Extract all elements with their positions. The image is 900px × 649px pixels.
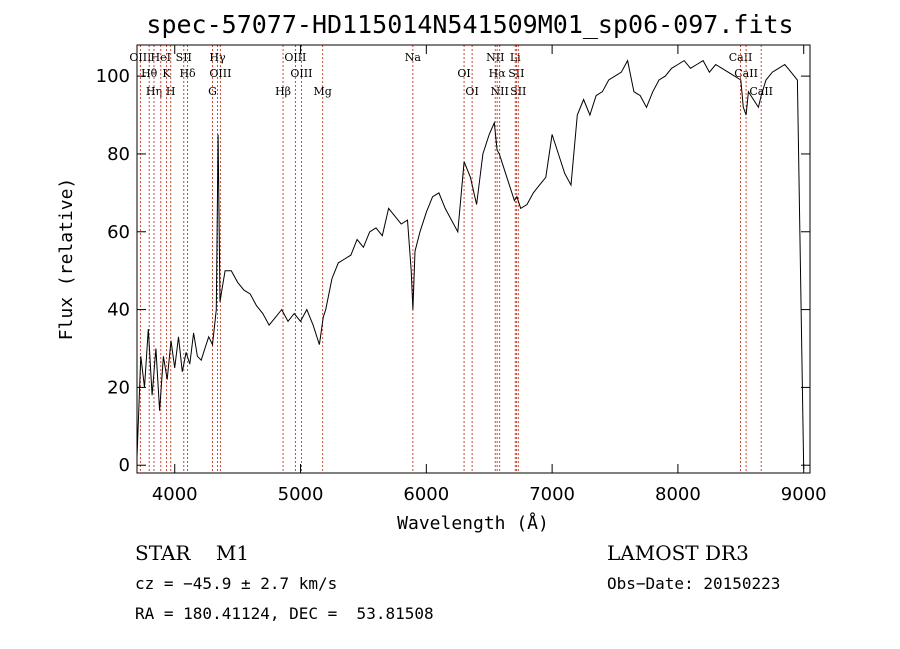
plot-frame	[136, 44, 811, 474]
spectral-line-label: CaII	[729, 51, 753, 64]
spectral-line-label: SII	[508, 67, 524, 80]
spectral-line-label: Hθ	[141, 67, 158, 80]
spectral-line-label: OI	[457, 67, 470, 80]
spectral-line-label: K	[162, 67, 171, 80]
y-tick-label: 0	[119, 455, 130, 476]
redshift-cz: cz = −45.9 ± 2.7 km/s	[135, 574, 338, 593]
spectral-line-label: Li	[510, 51, 521, 64]
spectral-line-label: OIII	[129, 51, 151, 64]
spectral-line-label: Hη	[146, 85, 162, 98]
spectral-line-label: Hδ	[179, 67, 196, 80]
spectral-line-label: Hα	[489, 67, 507, 80]
spectral-line-label: OIII	[209, 67, 231, 80]
spectral-line-label: Na	[405, 51, 422, 64]
object-subclass: M1	[215, 541, 250, 565]
y-tick-label: 40	[107, 300, 130, 321]
spectral-line-label: Mg	[314, 85, 332, 98]
object-class: STAR	[135, 541, 191, 565]
spectral-line-label: OIII	[284, 51, 306, 64]
spectral-line-label: OI	[465, 85, 478, 98]
spectral-line-label: CaII	[734, 67, 758, 80]
spectral-line-label: SII	[176, 51, 192, 64]
y-axis-label: Flux (relative)	[56, 178, 77, 341]
spectral-line-label: G	[208, 85, 217, 98]
x-tick-label: 7000	[529, 484, 575, 505]
spectral-line-label: CaII	[749, 85, 773, 98]
spectral-line-label: Hβ	[275, 85, 291, 98]
line-markers: OIIIHθHηHeIKHSIIHδGHγOIIIHβOIIIOIIIMgNaO…	[129, 45, 773, 473]
survey-name: LAMOST DR3	[607, 541, 749, 565]
spectral-line-label: NII	[486, 51, 504, 64]
spectral-line-label: OIII	[290, 67, 312, 80]
spectrum-line	[136, 59, 805, 470]
spectral-line-label: NII	[491, 85, 509, 98]
y-tick-label: 100	[96, 66, 130, 87]
axis-ticks: 4000 5000 6000 7000 8000 9000 0 20 40 60 80 100	[96, 45, 827, 505]
chart-title: spec-57077-HD115014N541509M01_sp06-097.f…	[146, 10, 793, 39]
spectral-line-label: Hγ	[209, 51, 226, 64]
x-tick-label: 8000	[655, 484, 701, 505]
x-tick-label: 6000	[403, 484, 449, 505]
y-tick-label: 80	[107, 144, 130, 165]
coordinates: RA = 180.41124, DEC = 53.81508	[135, 604, 434, 623]
y-tick-label: 60	[107, 222, 130, 243]
object-type: STAR M1	[135, 541, 249, 565]
x-tick-label: 5000	[278, 484, 324, 505]
spectral-line-label: HeI	[151, 51, 171, 64]
x-axis-label: Wavelength (Å)	[397, 512, 549, 534]
y-tick-label: 20	[107, 377, 130, 398]
spectral-line-label: SII	[510, 85, 526, 98]
observation-date: Obs−Date: 20150223	[607, 574, 781, 593]
spectral-line-label: H	[166, 85, 176, 98]
x-tick-label: 9000	[781, 484, 827, 505]
x-tick-label: 4000	[152, 484, 198, 505]
